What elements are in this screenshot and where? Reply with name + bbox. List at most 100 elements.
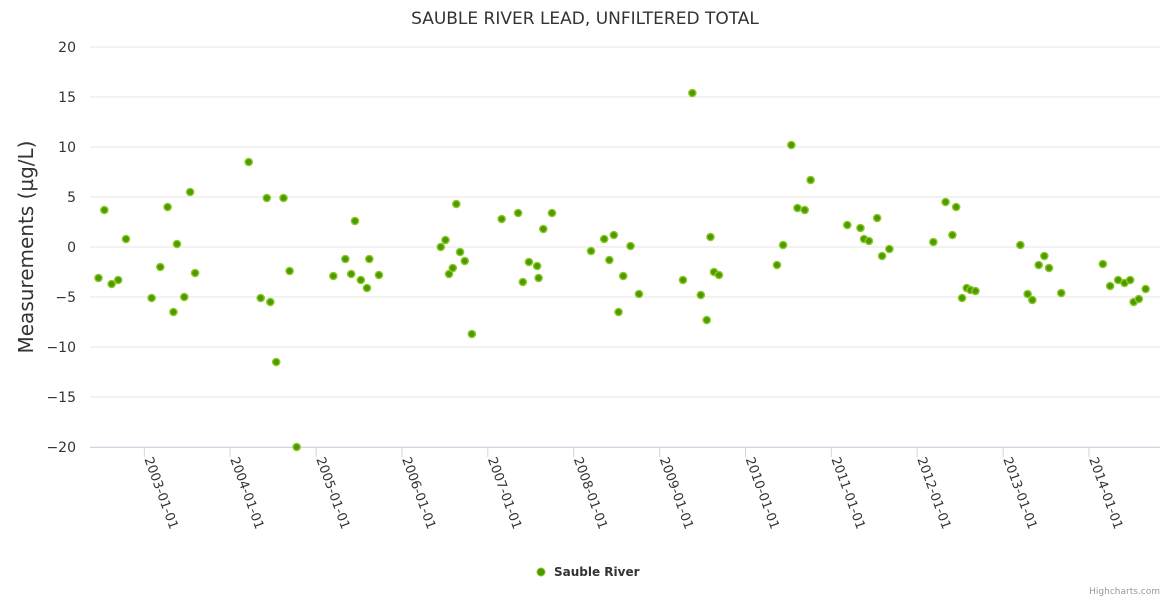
data-point[interactable] xyxy=(948,230,957,240)
data-point[interactable] xyxy=(244,157,254,167)
data-point[interactable] xyxy=(951,202,961,212)
data-point[interactable] xyxy=(532,261,542,271)
data-point[interactable] xyxy=(285,266,294,276)
data-point[interactable] xyxy=(787,140,796,150)
data-point[interactable] xyxy=(163,202,172,212)
data-point[interactable] xyxy=(100,205,109,215)
data-point[interactable] xyxy=(538,224,548,234)
y-tick-label: 0 xyxy=(67,240,76,256)
data-point[interactable] xyxy=(856,223,865,233)
y-tick-label: 20 xyxy=(58,40,76,56)
data-point[interactable] xyxy=(618,271,628,281)
data-point[interactable] xyxy=(374,270,384,280)
data-point[interactable] xyxy=(696,290,706,300)
data-point[interactable] xyxy=(292,442,301,452)
data-point[interactable] xyxy=(356,275,366,285)
data-point[interactable] xyxy=(971,286,980,296)
data-point[interactable] xyxy=(365,254,374,264)
data-point[interactable] xyxy=(271,357,281,367)
data-point[interactable] xyxy=(534,273,543,283)
data-point[interactable] xyxy=(1040,251,1049,261)
data-point[interactable] xyxy=(441,235,450,245)
data-point[interactable] xyxy=(266,297,275,307)
data-point[interactable] xyxy=(169,307,178,317)
data-point[interactable] xyxy=(350,216,360,226)
data-point[interactable] xyxy=(121,234,131,244)
data-point[interactable] xyxy=(614,307,623,317)
data-point[interactable] xyxy=(113,275,123,285)
data-point[interactable] xyxy=(185,187,195,197)
data-point[interactable] xyxy=(362,283,372,293)
data-point[interactable] xyxy=(778,240,788,250)
data-point[interactable] xyxy=(929,237,938,247)
data-point[interactable] xyxy=(1028,295,1037,305)
data-point[interactable] xyxy=(155,262,165,272)
data-point[interactable] xyxy=(467,329,477,339)
data-point[interactable] xyxy=(793,203,802,213)
data-point[interactable] xyxy=(107,279,116,289)
data-point[interactable] xyxy=(609,230,619,240)
data-point[interactable] xyxy=(341,254,350,264)
data-point[interactable] xyxy=(262,193,272,203)
data-point[interactable] xyxy=(455,247,465,257)
legend[interactable]: Sauble River xyxy=(536,565,640,579)
data-point[interactable] xyxy=(678,275,688,285)
data-point[interactable] xyxy=(1044,263,1054,273)
x-tick-label: 2006-01-01 xyxy=(398,455,438,531)
legend-item-sauble-river[interactable]: Sauble River xyxy=(554,565,640,579)
series-sauble-river[interactable] xyxy=(94,88,1150,452)
data-point[interactable] xyxy=(1056,288,1066,298)
data-point[interactable] xyxy=(957,293,967,303)
data-point[interactable] xyxy=(605,255,614,265)
data-point[interactable] xyxy=(1141,284,1150,294)
data-point[interactable] xyxy=(706,232,715,242)
data-point[interactable] xyxy=(586,246,596,256)
data-point[interactable] xyxy=(877,251,887,261)
data-point[interactable] xyxy=(346,269,356,279)
data-point[interactable] xyxy=(279,193,288,203)
data-point[interactable] xyxy=(1034,260,1043,270)
credits-link[interactable]: Highcharts.com xyxy=(1089,587,1160,597)
data-point[interactable] xyxy=(524,257,534,267)
data-point[interactable] xyxy=(460,256,470,266)
data-point[interactable] xyxy=(626,241,635,251)
data-point[interactable] xyxy=(518,277,528,287)
data-point[interactable] xyxy=(842,220,852,230)
data-point[interactable] xyxy=(1105,281,1115,291)
data-point[interactable] xyxy=(1023,289,1032,299)
data-point[interactable] xyxy=(885,244,894,254)
data-point[interactable] xyxy=(147,293,156,303)
data-point[interactable] xyxy=(1098,259,1108,269)
data-point[interactable] xyxy=(448,263,458,273)
data-point[interactable] xyxy=(599,234,609,244)
data-point[interactable] xyxy=(444,269,454,279)
data-point[interactable] xyxy=(714,270,724,280)
data-point[interactable] xyxy=(772,260,782,270)
data-point[interactable] xyxy=(329,271,338,281)
data-point[interactable] xyxy=(436,242,446,252)
data-point[interactable] xyxy=(702,315,712,325)
data-point[interactable] xyxy=(941,197,950,207)
data-point[interactable] xyxy=(256,293,265,303)
data-point[interactable] xyxy=(190,268,200,278)
data-point[interactable] xyxy=(1125,275,1135,285)
data-point[interactable] xyxy=(688,88,697,98)
data-point[interactable] xyxy=(634,289,644,299)
data-point[interactable] xyxy=(452,199,461,209)
data-point[interactable] xyxy=(872,213,882,223)
data-point[interactable] xyxy=(1016,240,1025,250)
data-point[interactable] xyxy=(172,239,182,249)
legend-marker xyxy=(536,567,546,577)
data-point[interactable] xyxy=(497,214,506,224)
data-point[interactable] xyxy=(94,273,103,283)
data-point[interactable] xyxy=(800,205,810,215)
x-tick-label: 2011-01-01 xyxy=(828,455,868,531)
data-point[interactable] xyxy=(547,208,557,218)
data-point[interactable] xyxy=(179,292,189,302)
data-point[interactable] xyxy=(513,208,523,218)
y-axis-label: Measurements (µg/L) xyxy=(14,141,38,354)
data-point[interactable] xyxy=(806,175,815,185)
data-point[interactable] xyxy=(864,236,874,246)
data-point[interactable] xyxy=(1134,294,1144,304)
x-tick-label: 2014-01-01 xyxy=(1085,455,1125,531)
